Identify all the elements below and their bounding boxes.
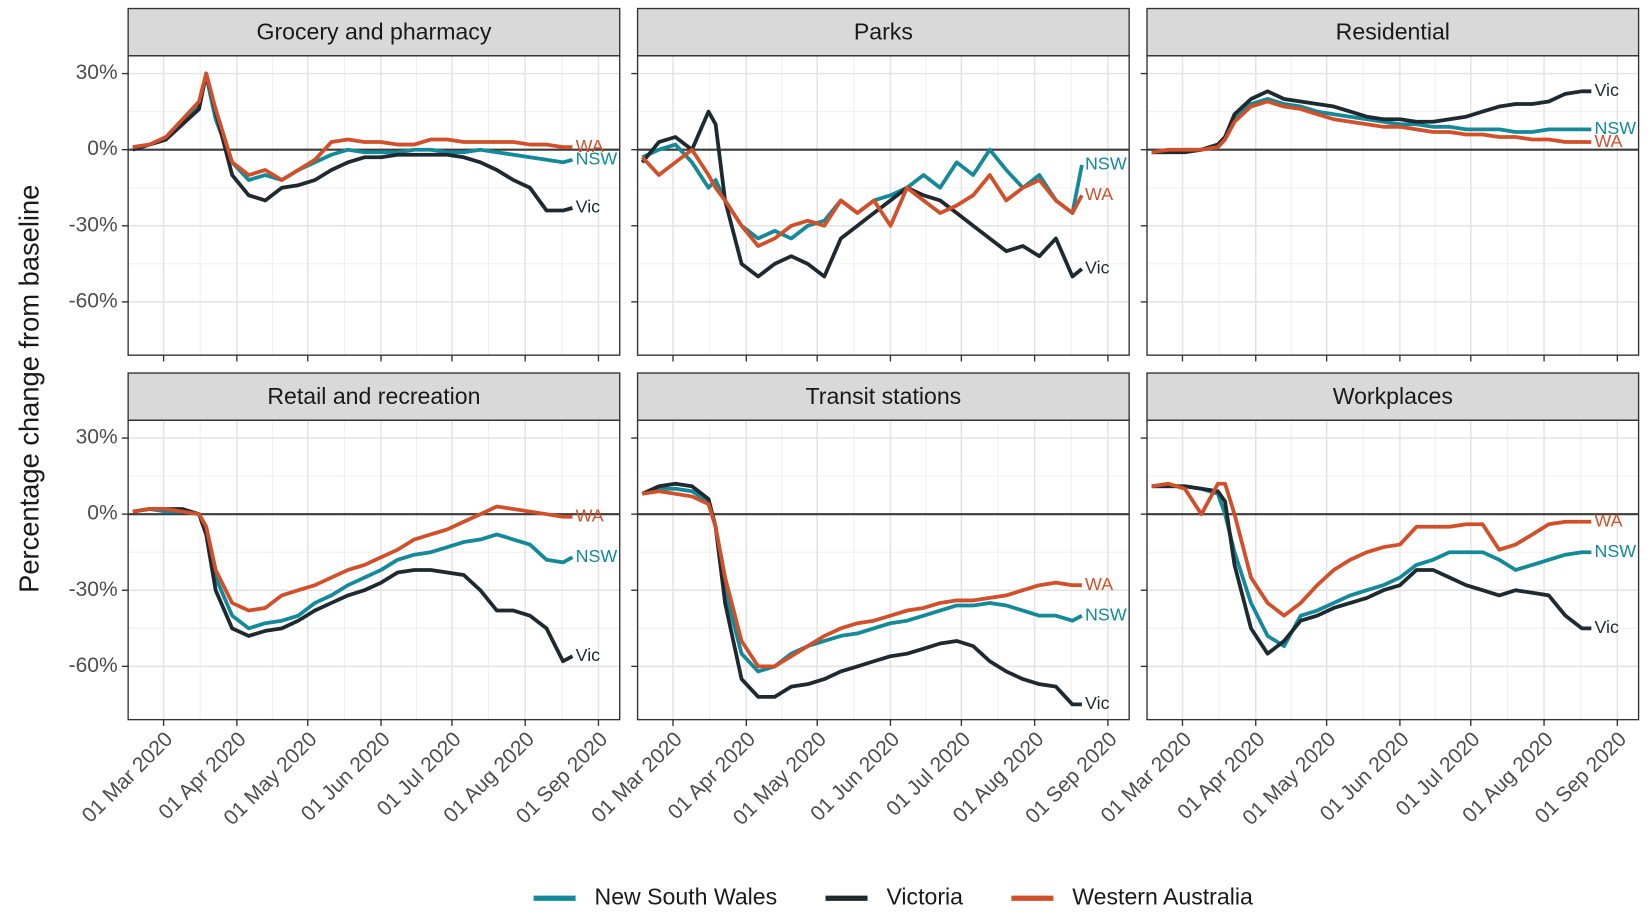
panel-title: Workplaces — [1333, 383, 1453, 409]
end-label: NSW — [1594, 118, 1636, 138]
series-line — [132, 71, 573, 182]
series-line — [641, 486, 1083, 674]
end-label: WA — [1594, 510, 1622, 530]
series-line — [640, 109, 1084, 279]
panel-title: Grocery and pharmacy — [256, 18, 491, 44]
strip — [127, 7, 621, 57]
panel-title: Residential — [1336, 18, 1450, 44]
end-label: NSW — [1085, 604, 1127, 624]
end-label: NSW — [1594, 541, 1636, 561]
y-tick-label: -30% — [69, 578, 118, 601]
y-tick-label: 30% — [76, 426, 118, 449]
end-label: WA — [1085, 184, 1113, 204]
y-tick-label: 30% — [76, 61, 118, 84]
panel-border — [636, 419, 1130, 721]
y-tick-label: -30% — [69, 213, 118, 236]
end-label: Vic — [1594, 80, 1619, 100]
legend: New South Wales Victoria Western Australia — [533, 883, 1253, 909]
series-line — [1151, 484, 1592, 649]
panel-title: Transit stations — [806, 383, 962, 409]
panel-border — [636, 55, 1130, 356]
end-label: WA — [576, 505, 604, 525]
panel-border — [1146, 419, 1640, 721]
legend-label: New South Wales — [595, 883, 778, 909]
y-tick-label: -60% — [69, 654, 118, 677]
series-line — [1151, 484, 1592, 656]
series-line — [1151, 481, 1592, 618]
end-label: Vic — [1085, 258, 1110, 278]
end-label: NSW — [576, 546, 618, 566]
series-line — [640, 147, 1084, 248]
series-line — [132, 74, 573, 182]
panel-border — [127, 419, 621, 721]
strip — [127, 372, 621, 421]
end-label: WA — [1594, 131, 1622, 151]
strip — [636, 372, 1130, 421]
series-line — [132, 507, 574, 664]
end-label: WA — [1085, 574, 1113, 594]
panel-border — [127, 55, 621, 356]
end-label: WA — [576, 136, 604, 156]
panel-title: Parks — [854, 18, 913, 44]
y-tick-label: 0% — [87, 502, 117, 525]
legend-label: Victoria — [886, 883, 963, 909]
y-axis-label: Percentage change from baseline — [14, 185, 45, 593]
end-label: Vic — [1085, 693, 1110, 713]
series-line — [1151, 99, 1592, 155]
end-label: NSW — [1085, 154, 1127, 174]
end-label: NSW — [576, 149, 618, 169]
legend-label: Western Australia — [1072, 883, 1253, 909]
end-label: Vic — [576, 197, 601, 217]
y-tick-label: -60% — [69, 289, 118, 312]
strip — [1146, 372, 1640, 421]
series-line — [642, 489, 1082, 669]
panel-border — [1146, 55, 1640, 356]
end-label: Vic — [1594, 617, 1619, 637]
series-line — [132, 504, 573, 613]
end-label: Vic — [576, 645, 601, 665]
panel-title: Retail and recreation — [267, 383, 480, 409]
y-tick-label: 0% — [87, 137, 117, 160]
strip — [636, 7, 1130, 57]
